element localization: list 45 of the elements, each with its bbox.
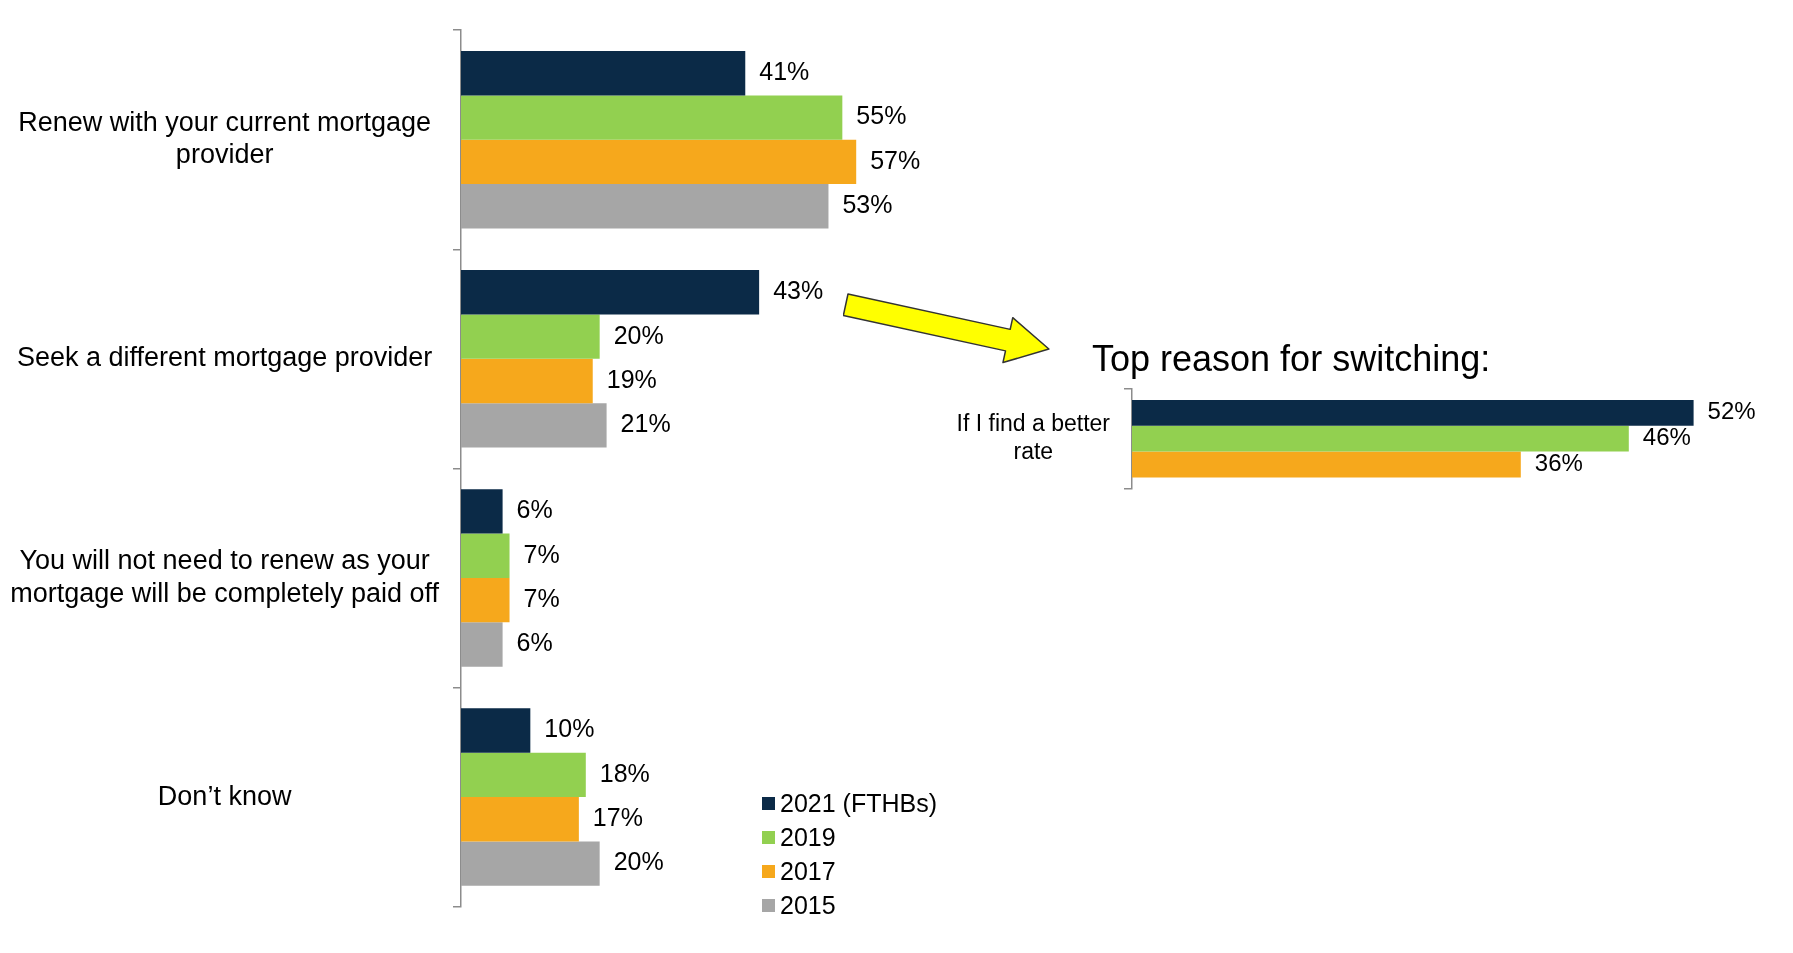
y-tick-label: If I find a better rate: [956, 410, 1111, 464]
data-label: 20%: [613, 847, 664, 876]
data-label: 53%: [842, 190, 893, 219]
bar: [461, 797, 579, 842]
data-label: 17%: [592, 803, 643, 832]
bar: [461, 358, 593, 404]
bar: [461, 139, 857, 185]
bar: [461, 622, 503, 667]
data-label: 36%: [1534, 449, 1583, 477]
data-label: 7%: [523, 539, 560, 568]
data-label: 6%: [516, 628, 553, 657]
bar: [461, 489, 503, 534]
data-label: 7%: [523, 584, 560, 613]
chart-title: Top reason for switching:: [1092, 338, 1491, 380]
legend-label: 2015: [780, 890, 836, 920]
legend-label: 2017: [780, 856, 836, 886]
data-label: 52%: [1707, 397, 1756, 425]
data-label: 46%: [1642, 423, 1691, 451]
data-label: 20%: [613, 320, 664, 349]
bar: [461, 184, 829, 229]
bar: [461, 533, 510, 578]
bar: [461, 841, 600, 886]
data-label: 41%: [759, 57, 810, 86]
data-label: 6%: [516, 495, 553, 524]
bar: [461, 577, 510, 623]
bar: [461, 51, 746, 96]
bar: [461, 270, 760, 315]
data-label: 43%: [773, 276, 824, 305]
data-label: 55%: [856, 101, 907, 130]
y-tick-label: You will not need to renew as your mortgage will be completely paid off: [10, 545, 440, 608]
data-label: 10%: [544, 714, 595, 743]
y-tick-label: Renew with your current mortgage provider: [18, 107, 431, 170]
y-tick-label: Seek a different mortgage provider: [17, 342, 433, 373]
bar: [461, 95, 843, 140]
bar: [461, 314, 600, 359]
data-label: 57%: [870, 145, 921, 174]
data-label: 21%: [620, 409, 671, 438]
legend-label: 2021 (FTHBs): [780, 788, 937, 818]
y-tick-label: Don’t know: [157, 780, 292, 811]
bar: [461, 708, 531, 753]
data-label: 19%: [606, 364, 657, 393]
data-label: 18%: [599, 758, 650, 787]
bar: [461, 752, 586, 798]
bar: [461, 403, 607, 448]
legend-label: 2019: [780, 822, 836, 852]
